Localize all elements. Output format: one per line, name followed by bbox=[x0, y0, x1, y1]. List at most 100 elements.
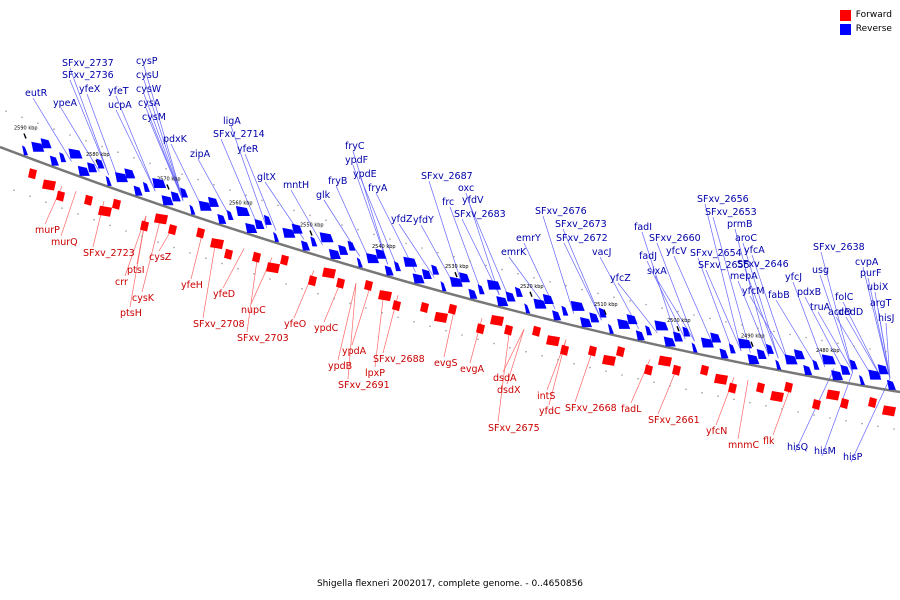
scale-dot bbox=[669, 385, 671, 387]
reverse-gene-feature bbox=[793, 349, 805, 360]
scale-dot bbox=[805, 336, 807, 339]
reverse-gene-feature bbox=[589, 312, 600, 323]
reverse-gene-feature bbox=[273, 231, 280, 242]
reverse-gene-feature bbox=[859, 375, 865, 386]
scale-dot bbox=[525, 350, 527, 353]
forward-gene-label: intS bbox=[537, 391, 555, 402]
kbp-tick-label: 2580 kbp bbox=[86, 152, 110, 158]
scale-dot bbox=[437, 251, 439, 254]
reverse-label-leader bbox=[654, 275, 695, 342]
reverse-label-leader bbox=[775, 299, 816, 366]
reverse-label-leader bbox=[705, 269, 742, 351]
scale-dot bbox=[13, 189, 15, 192]
kbp-tick-mark bbox=[529, 291, 533, 298]
forward-label-leader bbox=[443, 310, 455, 358]
reverse-gene-label: SFxv_2660 bbox=[649, 233, 701, 244]
scale-dot bbox=[229, 189, 231, 191]
reverse-gene-label: SFxv_2646 bbox=[737, 259, 789, 270]
reverse-gene-feature bbox=[124, 168, 136, 179]
reverse-gene-feature bbox=[31, 141, 45, 152]
scale-dot bbox=[381, 311, 383, 314]
reverse-gene-feature bbox=[217, 213, 227, 224]
reverse-gene-feature bbox=[868, 369, 882, 380]
reverse-gene-feature bbox=[663, 336, 676, 347]
forward-gene-feature bbox=[770, 390, 784, 402]
reverse-label-leader bbox=[508, 256, 547, 307]
reverse-label-leader bbox=[69, 67, 110, 176]
reverse-gene-label: mntH bbox=[283, 180, 309, 191]
scale-dot bbox=[477, 338, 479, 341]
scale-dot bbox=[709, 317, 711, 320]
forward-gene-feature bbox=[84, 194, 93, 206]
reverse-label-leader bbox=[60, 107, 100, 172]
forward-gene-label: SFxv_2723 bbox=[83, 248, 135, 259]
reverse-gene-feature bbox=[189, 204, 196, 215]
reverse-gene-label: emrY bbox=[516, 233, 541, 244]
scale-dot bbox=[117, 151, 119, 153]
reverse-label-leader bbox=[32, 97, 72, 162]
reverse-label-leader bbox=[335, 185, 370, 260]
reverse-gene-label: aroC bbox=[735, 233, 757, 244]
scale-dot bbox=[245, 194, 247, 196]
reverse-label-leader bbox=[115, 109, 156, 192]
scale-dot bbox=[885, 350, 887, 353]
reverse-gene-feature bbox=[152, 178, 167, 189]
reverse-label-leader bbox=[850, 378, 891, 463]
reverse-gene-feature bbox=[459, 272, 471, 283]
reverse-gene-label: ypeA bbox=[53, 98, 77, 109]
forward-gene-feature bbox=[252, 251, 261, 263]
scale-dot bbox=[285, 283, 287, 285]
scale-dot bbox=[101, 145, 103, 148]
legend-reverse: Reverse bbox=[839, 22, 892, 36]
scale-dot bbox=[733, 398, 735, 401]
kbp-tick-label: 2500 kbp bbox=[667, 318, 691, 324]
reverse-gene-feature bbox=[524, 303, 531, 314]
forward-label-leader bbox=[374, 291, 385, 368]
reverse-gene-label: SFxv_2714 bbox=[213, 129, 265, 140]
reverse-gene-feature bbox=[496, 296, 509, 307]
scale-dot bbox=[397, 316, 399, 319]
reverse-gene-label: folC bbox=[835, 292, 854, 303]
scale-dot bbox=[869, 348, 871, 350]
scale-dot bbox=[157, 241, 159, 243]
scale-dot bbox=[253, 273, 255, 275]
reverse-label-leader bbox=[862, 266, 891, 379]
scale-dot bbox=[653, 381, 655, 384]
forward-gene-label: nupC bbox=[241, 305, 266, 316]
reverse-gene-feature bbox=[282, 227, 296, 238]
reverse-gene-feature bbox=[877, 364, 889, 375]
reverse-gene-label: yfcV bbox=[666, 246, 687, 257]
reverse-gene-label: yfdZ bbox=[391, 214, 413, 225]
reverse-label-leader bbox=[842, 301, 881, 377]
forward-gene-label: murQ bbox=[51, 237, 78, 248]
reverse-gene-feature bbox=[719, 348, 729, 359]
scale-dot bbox=[781, 408, 783, 410]
scale-dot bbox=[461, 334, 463, 336]
scale-dot bbox=[549, 281, 551, 283]
reverse-gene-label: yfcJ bbox=[785, 272, 802, 283]
forward-gene-label: SFxv_2703 bbox=[237, 333, 289, 344]
forward-gene-label: mnmC bbox=[728, 440, 760, 451]
scale-dot bbox=[429, 325, 431, 328]
reverse-label-leader bbox=[449, 206, 482, 291]
reverse-label-leader bbox=[352, 164, 389, 265]
reverse-gene-label: yfcA bbox=[744, 245, 765, 256]
reverse-gene-label: fabB bbox=[768, 290, 790, 301]
forward-gene-feature bbox=[812, 398, 821, 410]
reverse-label-leader bbox=[804, 296, 844, 371]
gene-features bbox=[22, 138, 896, 417]
scale-dot bbox=[373, 233, 375, 236]
reverse-gene-feature bbox=[580, 317, 592, 328]
reverse-gene-label: accD bbox=[828, 307, 852, 318]
scale-dot bbox=[269, 278, 271, 280]
scale-dot bbox=[421, 247, 423, 249]
reverse-gene-feature bbox=[375, 248, 387, 259]
forward-gene-label: dsdA bbox=[493, 373, 517, 384]
forward-gene-feature bbox=[322, 267, 336, 279]
reverse-gene-label: ucpA bbox=[108, 100, 132, 111]
reverse-gene-label: fadJ bbox=[639, 251, 657, 262]
kbp-tick-mark bbox=[166, 184, 170, 190]
forward-gene-label: lpxP bbox=[365, 368, 385, 379]
forward-label-leader bbox=[574, 346, 595, 403]
reverse-label-leader bbox=[877, 307, 891, 379]
